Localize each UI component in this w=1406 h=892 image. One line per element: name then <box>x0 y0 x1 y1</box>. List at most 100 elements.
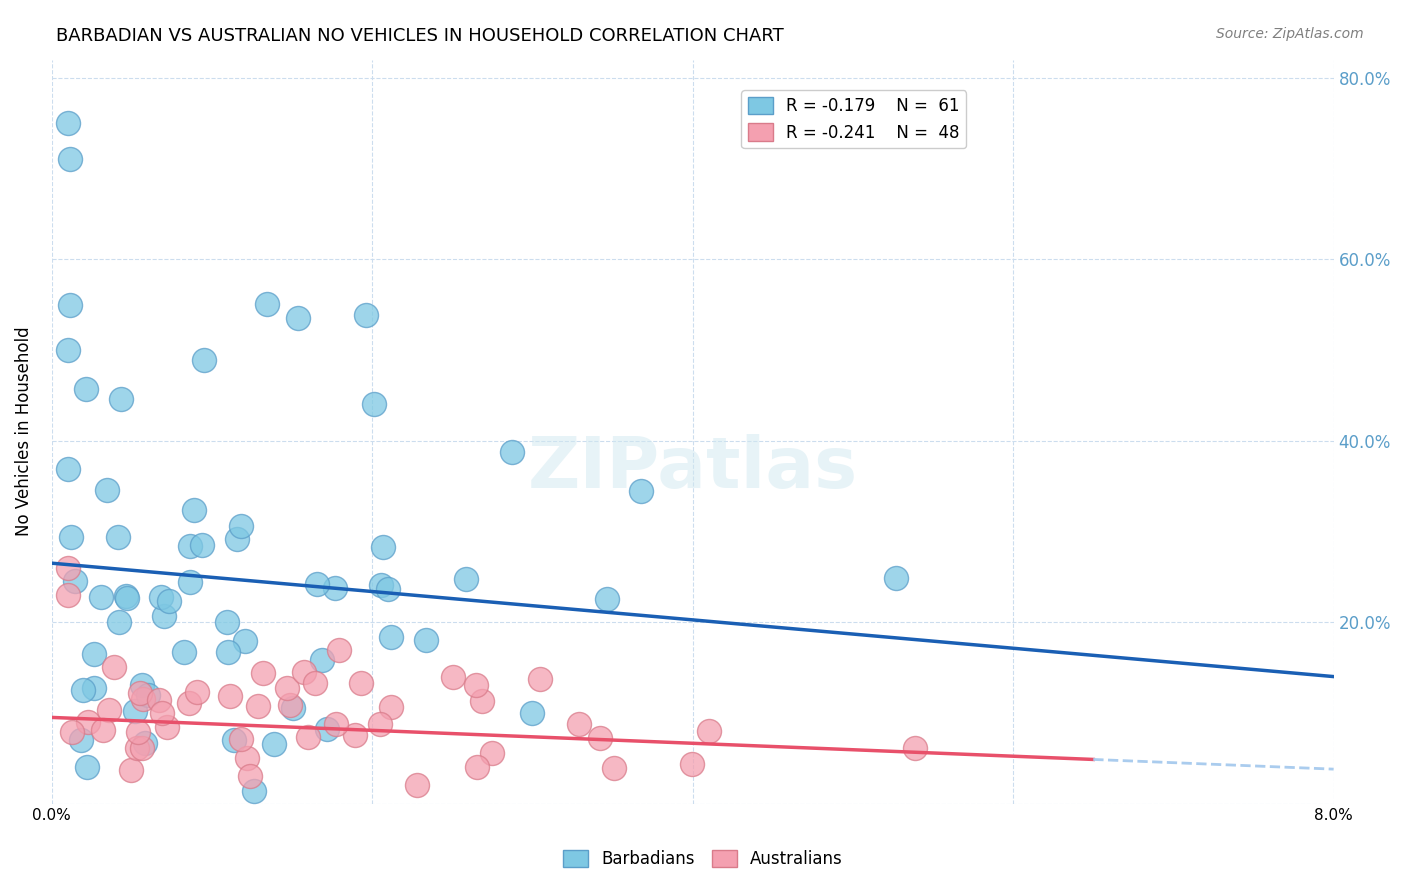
Point <box>56 343 79 357</box>
Point <box>157 594 180 608</box>
Point <box>229 519 252 533</box>
Point <box>356 308 378 322</box>
Point <box>76 760 98 774</box>
Point <box>83 647 105 661</box>
Point <box>186 685 208 699</box>
Point <box>699 724 721 739</box>
Point <box>134 736 156 750</box>
Point <box>276 681 298 695</box>
Point <box>454 572 477 586</box>
Point <box>441 669 464 683</box>
Point <box>153 609 176 624</box>
Point <box>325 581 347 595</box>
Point <box>56 560 79 574</box>
Point <box>114 589 136 603</box>
Point <box>236 751 259 765</box>
Point <box>148 693 170 707</box>
Point <box>568 716 591 731</box>
Point <box>315 723 337 737</box>
Point <box>529 672 551 686</box>
Point <box>377 582 399 596</box>
Point <box>63 574 86 589</box>
Point <box>215 615 238 629</box>
Point <box>596 591 619 606</box>
Text: Source: ZipAtlas.com: Source: ZipAtlas.com <box>1216 27 1364 41</box>
Point <box>96 483 118 498</box>
Point <box>58 153 80 167</box>
Point <box>370 578 392 592</box>
Point <box>465 678 488 692</box>
Point <box>150 590 173 604</box>
Point <box>380 630 402 644</box>
Point <box>179 539 201 553</box>
Point <box>191 538 214 552</box>
Point <box>256 297 278 311</box>
Point <box>311 653 333 667</box>
Point <box>56 462 79 476</box>
Point <box>304 676 326 690</box>
Point <box>344 728 367 742</box>
Point <box>681 756 703 771</box>
Text: ZIPatlas: ZIPatlas <box>527 434 858 503</box>
Point <box>278 698 301 712</box>
Point <box>233 634 256 648</box>
Point <box>350 676 373 690</box>
Point <box>108 615 131 630</box>
Point <box>219 689 242 703</box>
Point <box>60 725 83 739</box>
Point <box>263 737 285 751</box>
Point <box>225 533 247 547</box>
Point <box>281 700 304 714</box>
Point <box>97 703 120 717</box>
Text: BARBADIAN VS AUSTRALIAN NO VEHICLES IN HOUSEHOLD CORRELATION CHART: BARBADIAN VS AUSTRALIAN NO VEHICLES IN H… <box>56 27 785 45</box>
Point <box>222 733 245 747</box>
Point <box>131 741 153 756</box>
Point <box>129 686 152 700</box>
Point <box>56 588 79 602</box>
Point <box>406 779 429 793</box>
Point <box>132 692 155 706</box>
Y-axis label: No Vehicles in Household: No Vehicles in Household <box>15 326 32 536</box>
Point <box>136 688 159 702</box>
Point <box>415 632 437 647</box>
Point <box>193 353 215 368</box>
Point <box>83 681 105 696</box>
Point <box>127 724 149 739</box>
Point <box>72 683 94 698</box>
Point <box>325 717 347 731</box>
Point <box>91 723 114 737</box>
Point <box>56 116 79 130</box>
Legend: R = -0.179    N =  61, R = -0.241    N =  48: R = -0.179 N = 61, R = -0.241 N = 48 <box>741 90 966 148</box>
Point <box>243 784 266 798</box>
Point <box>467 760 489 774</box>
Point <box>173 645 195 659</box>
Point <box>520 706 543 721</box>
Point <box>75 383 97 397</box>
Point <box>287 311 309 326</box>
Point <box>363 396 385 410</box>
Point <box>371 540 394 554</box>
Point <box>117 591 139 605</box>
Point <box>70 733 93 747</box>
Point <box>150 706 173 720</box>
Point <box>246 698 269 713</box>
Point <box>59 297 82 311</box>
Point <box>110 392 132 406</box>
Point <box>630 484 652 499</box>
Point <box>297 730 319 744</box>
Point <box>217 645 239 659</box>
Point <box>59 530 82 544</box>
Point <box>229 731 252 746</box>
Point <box>603 761 626 775</box>
Point <box>179 575 201 590</box>
Point <box>252 666 274 681</box>
Point <box>124 704 146 718</box>
Point <box>471 694 494 708</box>
Point <box>125 740 148 755</box>
Point <box>501 445 523 459</box>
Point <box>76 715 98 730</box>
Point <box>481 746 503 760</box>
Point <box>131 678 153 692</box>
Point <box>183 503 205 517</box>
Point <box>239 769 262 783</box>
